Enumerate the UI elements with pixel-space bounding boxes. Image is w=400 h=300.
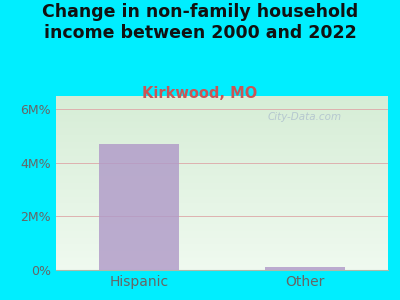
Text: City-Data.com: City-Data.com xyxy=(268,112,342,122)
Text: Kirkwood, MO: Kirkwood, MO xyxy=(142,85,258,100)
Bar xyxy=(265,267,345,270)
Bar xyxy=(99,144,179,270)
Text: Change in non-family household
income between 2000 and 2022: Change in non-family household income be… xyxy=(42,3,358,42)
